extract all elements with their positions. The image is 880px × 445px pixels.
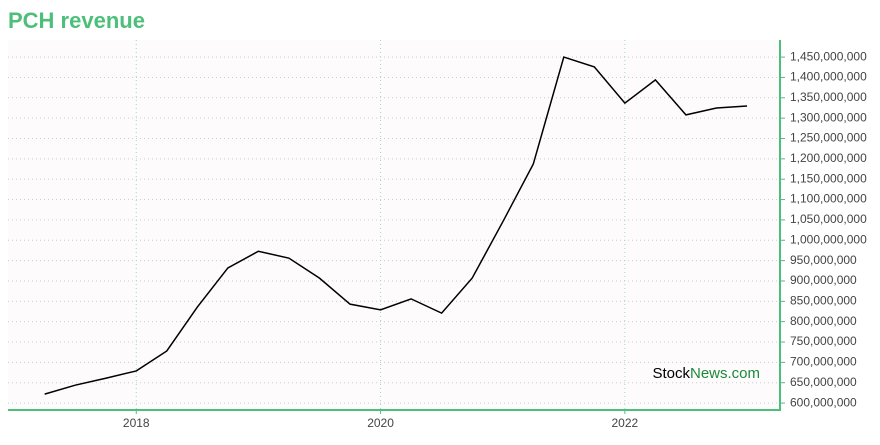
y-tick-label: 1,250,000,000 xyxy=(790,131,867,145)
y-tick-label: 950,000,000 xyxy=(790,253,857,267)
y-tick-label: 600,000,000 xyxy=(790,395,857,409)
y-tick-label: 800,000,000 xyxy=(790,314,857,328)
y-tick-label: 650,000,000 xyxy=(790,375,857,389)
y-tick-label: 850,000,000 xyxy=(790,293,857,307)
watermark: StockNews.com xyxy=(652,365,760,382)
y-tick-label: 1,200,000,000 xyxy=(790,151,867,165)
watermark-part: News.com xyxy=(690,365,760,382)
y-tick-label: 900,000,000 xyxy=(790,273,857,287)
line xyxy=(44,56,748,395)
watermark-part: Stock xyxy=(652,365,690,382)
y-tick-label: 1,100,000,000 xyxy=(790,192,867,206)
y-tick-label: 1,050,000,000 xyxy=(790,212,867,226)
chart-title: PCH revenue xyxy=(8,8,145,33)
y-tick-label: 1,000,000,000 xyxy=(790,232,867,246)
y-tick-label: 750,000,000 xyxy=(790,334,857,348)
y-tick-label: 1,300,000,000 xyxy=(790,110,867,124)
y-tick-label: 1,450,000,000 xyxy=(790,49,867,63)
x-tick-label: 2020 xyxy=(367,416,394,430)
y-tick-label: 1,150,000,000 xyxy=(790,171,867,185)
y-tick-label: 1,350,000,000 xyxy=(790,90,867,104)
plot-area xyxy=(8,40,780,410)
x-tick-label: 2018 xyxy=(123,416,150,430)
y-tick-label: 700,000,000 xyxy=(790,355,857,369)
y-tick-label: 1,400,000,000 xyxy=(790,70,867,84)
x-tick-label: 2022 xyxy=(612,416,639,430)
